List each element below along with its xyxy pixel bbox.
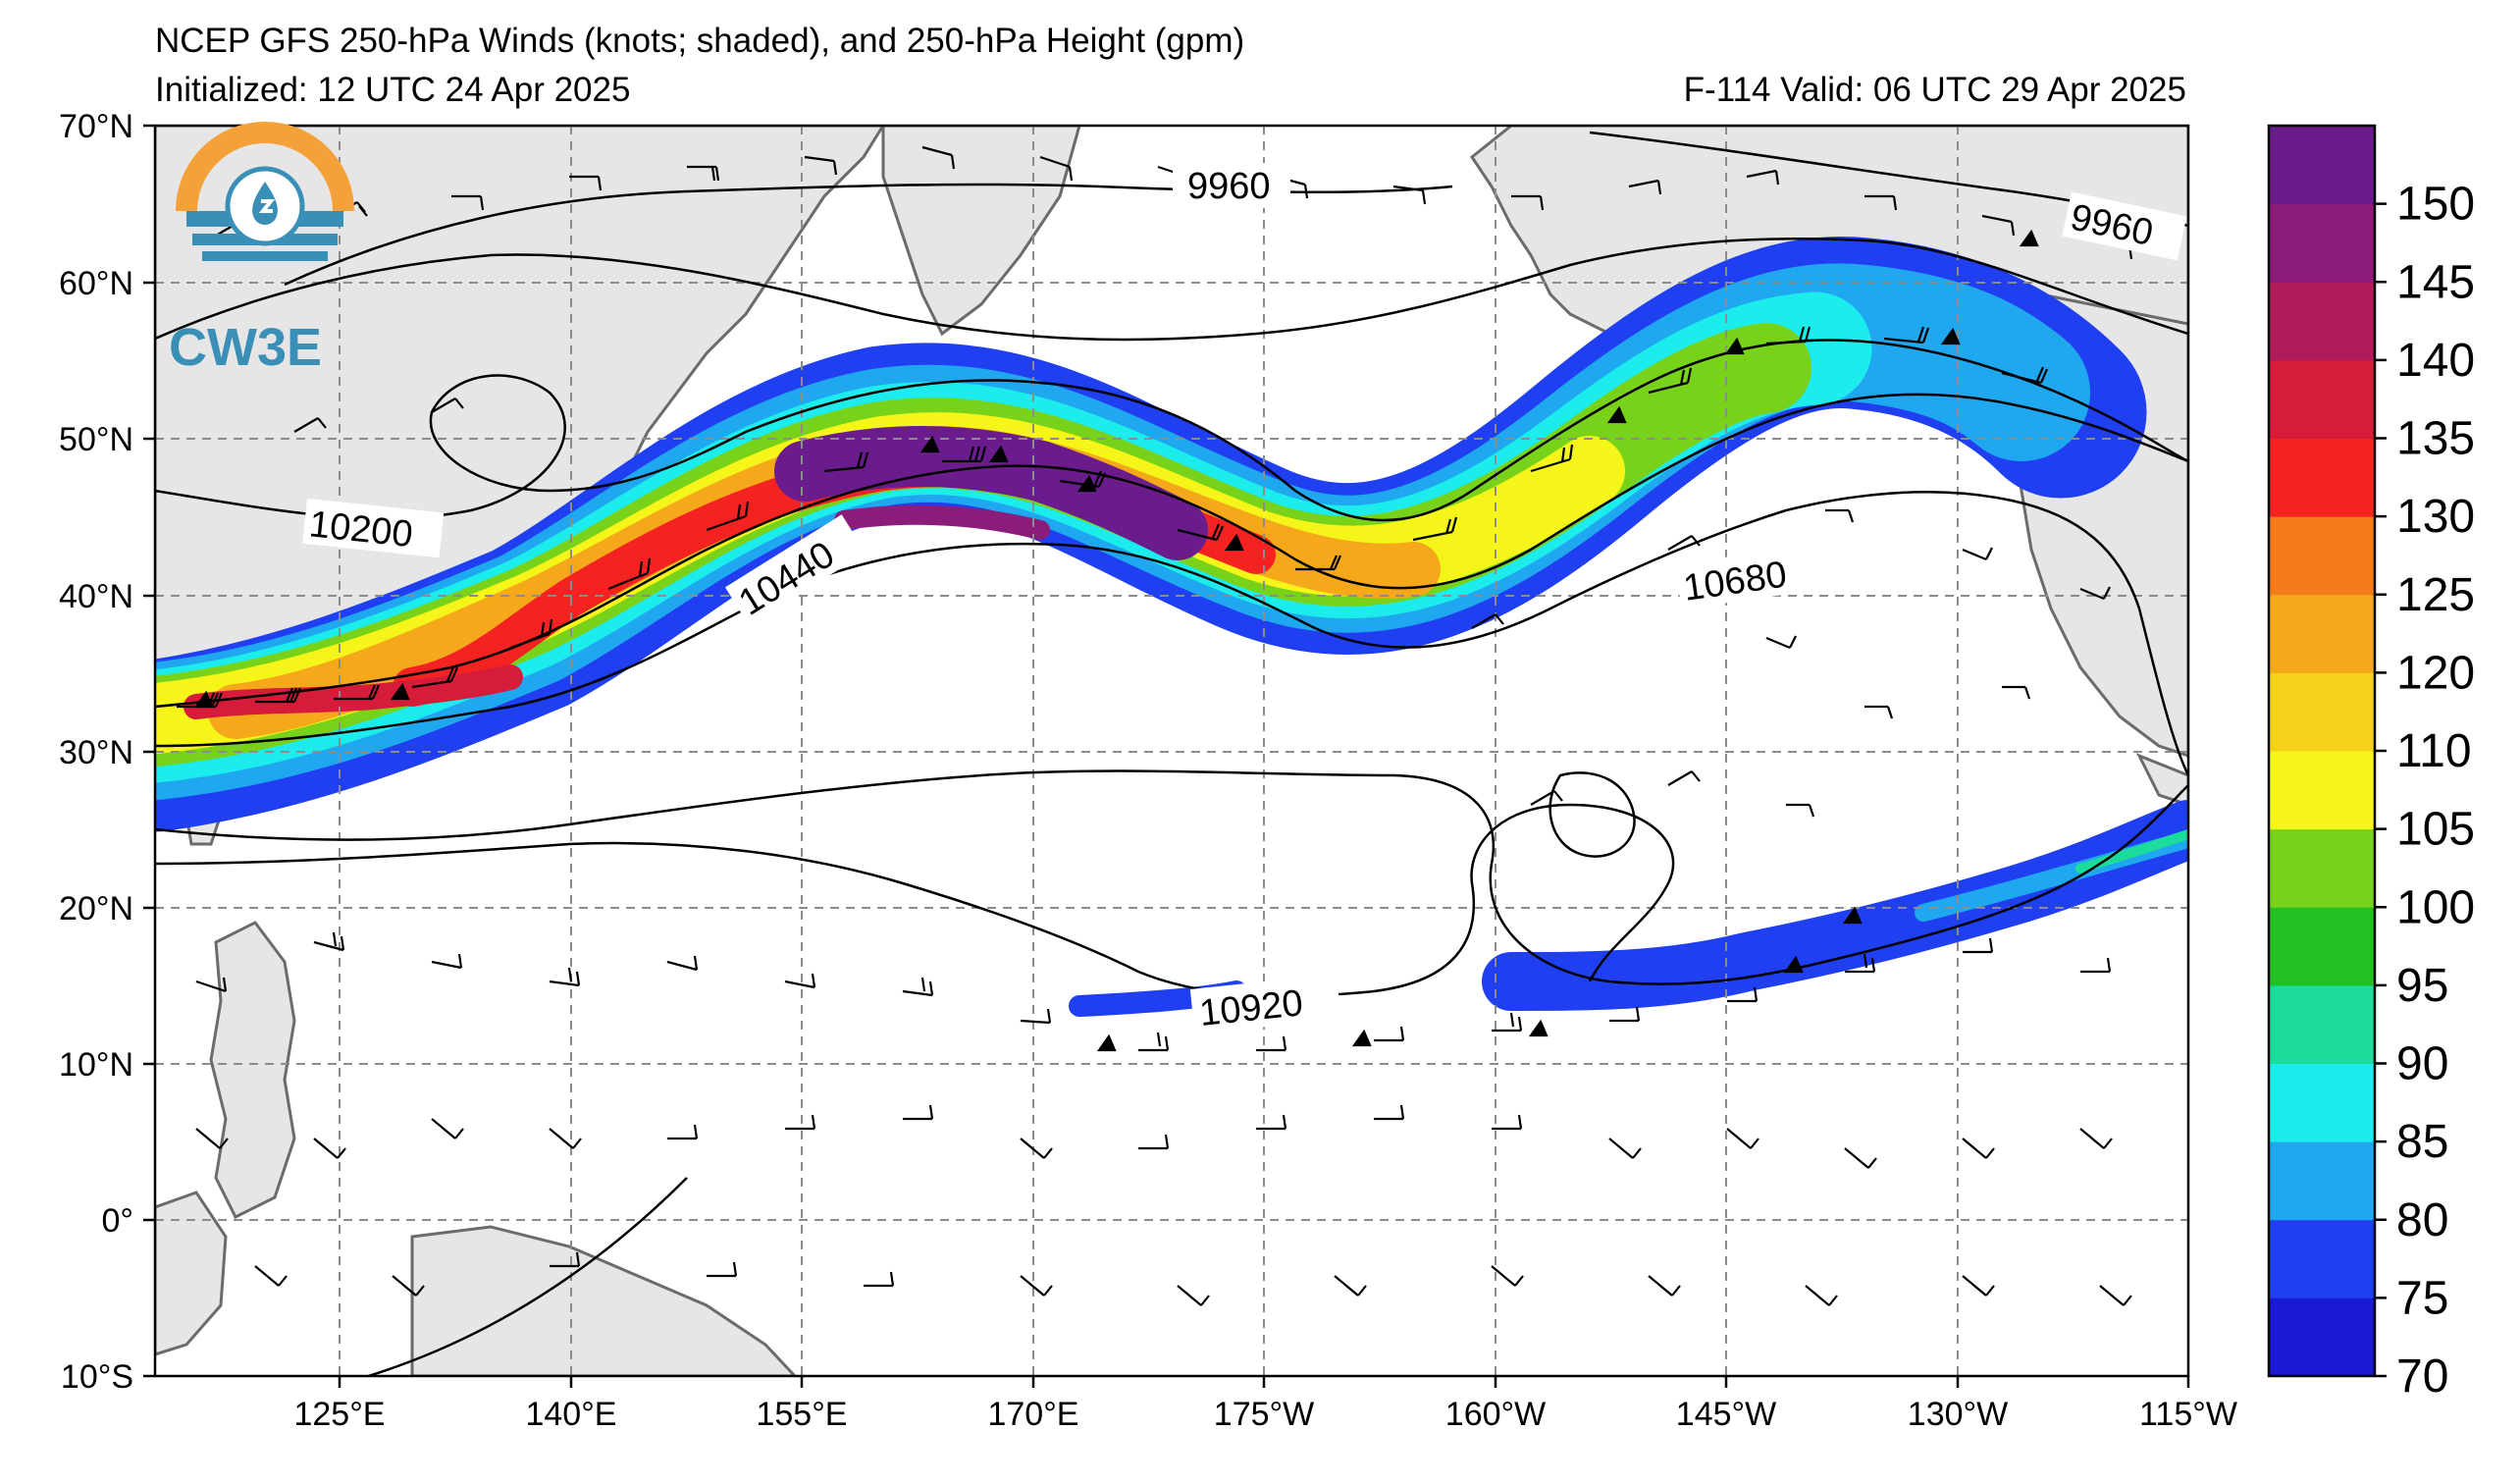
colorbar-swatch	[2269, 984, 2375, 1064]
land-mexico-coast	[2135, 753, 2188, 807]
x-tick-label: 145°W	[1676, 1396, 1776, 1433]
colorbar-swatch	[2269, 203, 2375, 283]
y-tick-label: 10°S	[61, 1358, 133, 1396]
y-tick-label: 0°	[101, 1202, 133, 1240]
colorbar-label: 70	[2396, 1351, 2448, 1403]
colorbar-label: 75	[2396, 1272, 2448, 1324]
colorbar-swatch	[2269, 1298, 2375, 1377]
stj-band-90	[2075, 829, 2188, 874]
barb-row-tropics	[195, 931, 2112, 1052]
x-tick-label: 155°E	[756, 1396, 847, 1433]
colorbar-swatch	[2269, 1219, 2375, 1298]
colorbar-label: 130	[2396, 491, 2475, 543]
colorbar-swatch	[2269, 751, 2375, 830]
colorbar-label: 95	[2396, 960, 2448, 1012]
colorbar-swatch	[2269, 828, 2375, 908]
colorbar-swatch	[2269, 359, 2375, 439]
colorbar-swatch	[2269, 126, 2375, 205]
colorbar-label: 105	[2396, 804, 2475, 856]
colorbar-label: 125	[2396, 569, 2475, 621]
contour-label-9960-west: 9960	[1187, 166, 1271, 207]
colorbar: 70 75 80 85 90 95 100 105 110 120 125 130 135 140 145 1…	[2267, 124, 2475, 1403]
x-tick-label: 130°W	[1908, 1396, 2008, 1433]
colorbar-swatch	[2269, 1141, 2375, 1221]
colorbar-label: 140	[2396, 335, 2475, 387]
land-borneo	[155, 1191, 228, 1356]
y-tick-label: 70°N	[59, 108, 133, 145]
colorbar-label: 110	[2396, 725, 2472, 777]
valid-time: F-114 Valid: 06 UTC 29 Apr 2025	[1683, 71, 2186, 109]
colorbar-label: 100	[2396, 881, 2475, 933]
colorbar-swatch	[2269, 907, 2375, 986]
land-new-guinea	[410, 1225, 798, 1376]
colorbar-swatch	[2269, 438, 2375, 517]
x-tick-label: 125°E	[293, 1396, 385, 1433]
contour-10080	[155, 238, 2188, 342]
cw3e-logo: CW3E	[169, 122, 354, 377]
x-tick-label: 115°W	[2139, 1396, 2237, 1433]
y-tick-label: 20°N	[59, 890, 133, 927]
initialized-time: Initialized: 12 UTC 24 Apr 2025	[155, 71, 631, 109]
contour-10440	[155, 491, 2188, 776]
colorbar-label: 120	[2396, 647, 2475, 699]
colorbar-label: 85	[2396, 1116, 2448, 1168]
jet-band-145	[834, 504, 1050, 540]
x-tick-label: 140°E	[525, 1396, 616, 1433]
wind-barbs	[177, 145, 2133, 1306]
y-tick-label: 40°N	[59, 578, 133, 615]
logo-text: CW3E	[169, 318, 322, 377]
y-tick-label: 50°N	[59, 421, 133, 458]
x-tick-labels: 125°E 140°E 155°E 170°E 175°W 160°W 145°…	[293, 1396, 2236, 1433]
colorbar-swatch	[2269, 594, 2375, 673]
pennants	[193, 229, 2039, 1052]
jet-band-150	[774, 426, 1208, 560]
colorbar-label: 90	[2396, 1038, 2448, 1090]
colorbar-swatch	[2269, 282, 2375, 361]
x-tick-label: 175°W	[1214, 1396, 1314, 1433]
subtropical-jet-shading	[1069, 800, 2188, 1017]
x-tick-label: 160°W	[1445, 1396, 1546, 1433]
land-philippines	[209, 921, 296, 1220]
jet-stream-shading	[155, 237, 2147, 832]
axis-ticks	[143, 124, 2190, 1388]
y-tick-labels: 70°N 60°N 50°N 40°N 30°N 20°N 10°N 0° 10…	[59, 108, 133, 1396]
chart-title: NCEP GFS 250-hPa Winds (knots; shaded), …	[155, 22, 1245, 60]
barb-row-equator	[195, 1104, 2132, 1306]
y-tick-label: 10°N	[59, 1046, 133, 1084]
colorbar-swatch	[2269, 672, 2375, 752]
contour-10200	[155, 339, 2188, 522]
colorbar-swatch	[2269, 1063, 2375, 1142]
y-tick-label: 30°N	[59, 734, 133, 771]
x-tick-label: 170°E	[987, 1396, 1078, 1433]
colorbar-label: 135	[2396, 413, 2475, 465]
contour-ring	[1549, 771, 1636, 858]
contour-10560	[155, 769, 2188, 985]
colorbar-swatch	[2269, 516, 2375, 596]
contour-10920	[364, 1177, 688, 1376]
colorbar-label: 80	[2396, 1194, 2448, 1246]
colorbar-label: 150	[2396, 179, 2475, 231]
colorbar-label: 145	[2396, 256, 2475, 308]
y-tick-label: 60°N	[59, 265, 133, 302]
grid-lines	[155, 126, 2188, 1376]
